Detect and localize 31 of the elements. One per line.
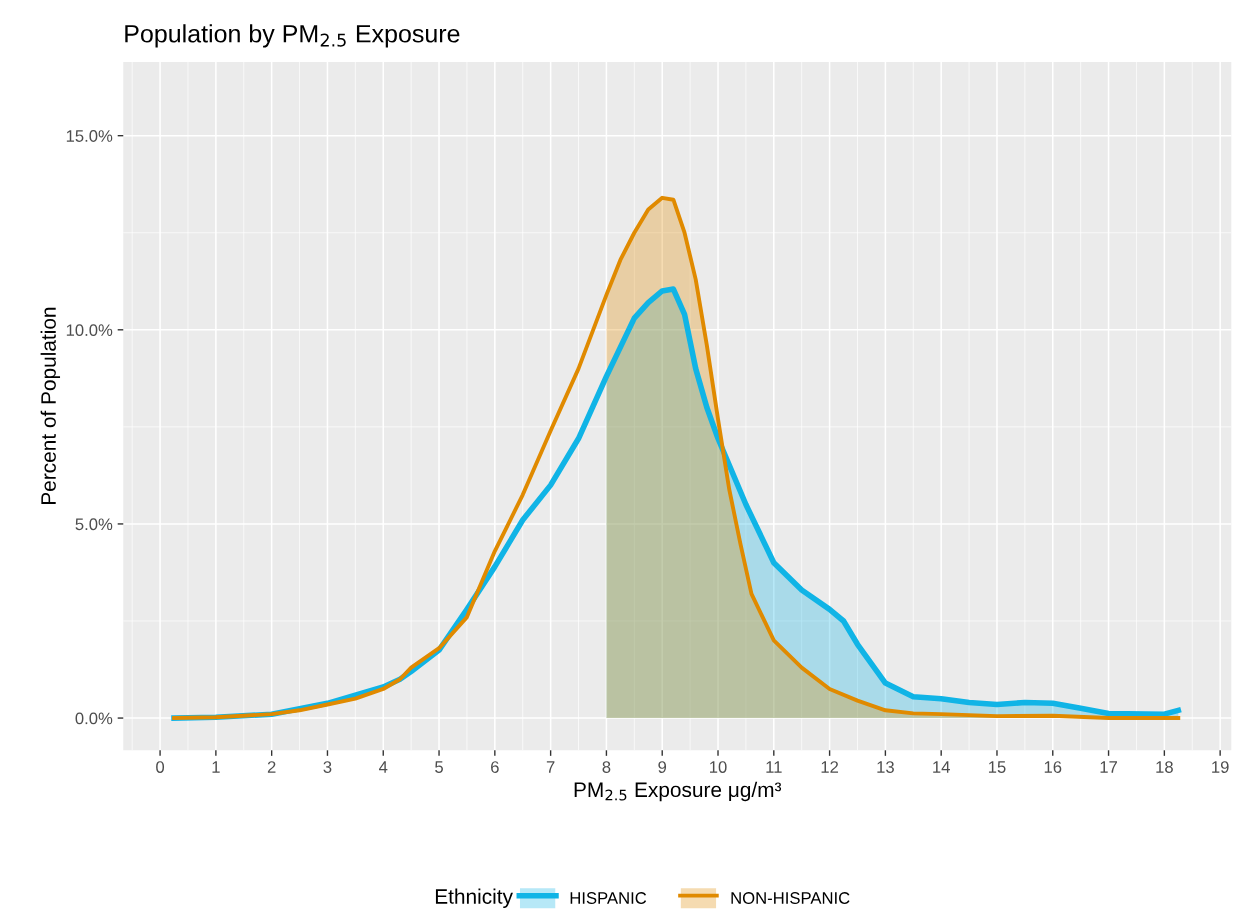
legend-label: NON-HISPANIC	[731, 892, 850, 904]
x-tick-label: 13	[877, 761, 894, 773]
x-tick-label: 11	[766, 761, 782, 773]
x-tick-label: 0	[156, 761, 165, 773]
x-tick-label: 15	[988, 761, 1006, 773]
x-tick-label: 2	[267, 761, 276, 773]
x-tick-label: 8	[602, 761, 611, 773]
x-tick-label: 14	[933, 761, 950, 773]
y-axis-title: Percent of Population	[40, 307, 61, 504]
x-tick-label: 4	[379, 761, 388, 773]
y-tick-label: 5.0%	[75, 518, 113, 531]
x-tick-label: 12	[821, 761, 839, 773]
x-tick-label: 16	[1044, 761, 1062, 773]
y-tick-label: 15.0%	[66, 130, 113, 142]
legend-label: HISPANIC	[570, 892, 647, 904]
x-tick-label: 19	[1212, 761, 1229, 773]
x-tick-label: 3	[323, 761, 332, 773]
x-tick-label: 17	[1100, 761, 1117, 773]
x-tick-label: 18	[1156, 761, 1173, 773]
x-tick-label: 1	[212, 761, 220, 773]
legend-title: Ethnicity	[435, 888, 513, 908]
line-series	[172, 195, 1181, 721]
x-axis-title: PM$_{2.5}$ Exposure μg/m³	[574, 781, 782, 802]
y-tick-label: 10.0%	[66, 324, 113, 337]
x-tick-label: 9	[658, 761, 667, 773]
x-tick-label: 10	[710, 761, 727, 773]
x-tick-label: 5	[435, 761, 443, 773]
x-tick-label: 6	[491, 761, 499, 773]
y-tick-label: 0.0%	[75, 712, 113, 725]
x-tick-label: 7	[546, 761, 555, 773]
chart-title: Population by PM$_{2.5}$ Exposure	[125, 24, 460, 48]
